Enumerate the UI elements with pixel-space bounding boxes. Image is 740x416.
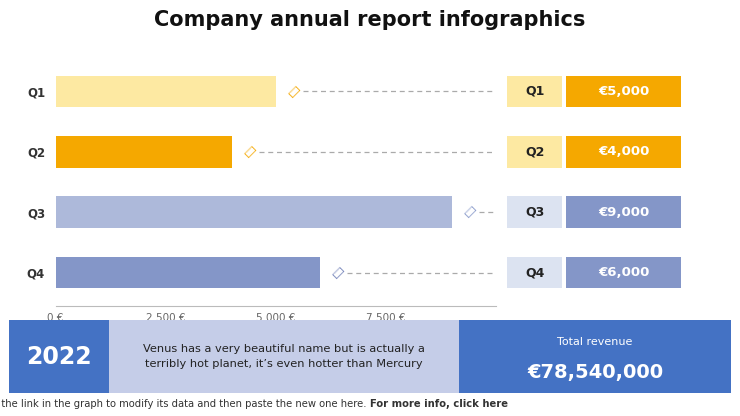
Bar bbox=[56, 136, 232, 168]
Text: Total revenue: Total revenue bbox=[557, 337, 633, 347]
Bar bbox=[56, 196, 451, 228]
Text: €5,000: €5,000 bbox=[598, 85, 649, 98]
Text: Q1: Q1 bbox=[525, 85, 545, 98]
Text: €78,540,000: €78,540,000 bbox=[527, 363, 663, 382]
Bar bbox=[56, 76, 275, 107]
Text: €9,000: €9,000 bbox=[598, 206, 649, 219]
Text: €4,000: €4,000 bbox=[598, 145, 649, 158]
Text: 🚀: 🚀 bbox=[462, 205, 476, 219]
Text: 🚀: 🚀 bbox=[241, 145, 256, 159]
Text: 2022: 2022 bbox=[26, 345, 92, 369]
Text: Follow the link in the graph to modify its data and then paste the new one here.: Follow the link in the graph to modify i… bbox=[0, 399, 370, 409]
Text: Company annual report infographics: Company annual report infographics bbox=[155, 10, 585, 30]
Text: Venus has a very beautiful name but is actually a
terribly hot planet, it’s even: Venus has a very beautiful name but is a… bbox=[143, 344, 425, 369]
Text: Q2: Q2 bbox=[525, 145, 545, 158]
Text: For more info, click here: For more info, click here bbox=[370, 399, 508, 409]
Bar bbox=[56, 257, 320, 288]
Text: 🚀: 🚀 bbox=[286, 84, 300, 99]
Text: €6,000: €6,000 bbox=[598, 266, 649, 279]
Text: 🚀: 🚀 bbox=[329, 265, 344, 280]
Text: Q3: Q3 bbox=[525, 206, 545, 219]
Text: Q4: Q4 bbox=[525, 266, 545, 279]
